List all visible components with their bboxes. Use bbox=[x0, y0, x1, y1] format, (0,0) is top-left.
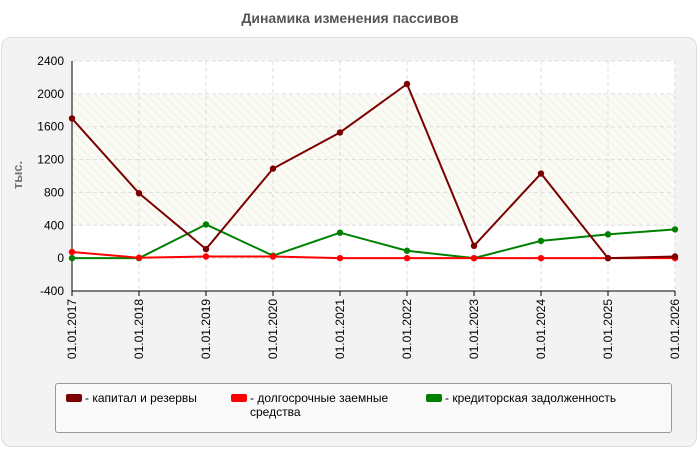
x-tick-label: 01.01.2022 bbox=[400, 299, 414, 359]
legend-swatch-longterm-loans bbox=[231, 394, 247, 402]
y-tick-label: 400 bbox=[44, 218, 64, 232]
x-tick-label: 01.01.2017 bbox=[65, 299, 79, 359]
x-tick-label: 01.01.2026 bbox=[668, 299, 682, 359]
x-tick-label: 01.01.2019 bbox=[199, 299, 213, 359]
data-point-0 bbox=[269, 165, 277, 172]
y-tick-label: 0 bbox=[57, 251, 64, 265]
y-tick-label: 1600 bbox=[37, 120, 64, 134]
data-point-2 bbox=[537, 237, 545, 245]
data-point-0 bbox=[604, 254, 612, 262]
data-point-0 bbox=[403, 80, 411, 88]
y-axis-label: тыс. bbox=[10, 161, 25, 189]
y-tick-label: 2000 bbox=[37, 87, 64, 101]
data-point-1 bbox=[470, 254, 478, 262]
x-tick-label: 01.01.2021 bbox=[333, 299, 347, 359]
data-point-2 bbox=[336, 229, 344, 236]
legend-label-payables: - кредиторская задолженность bbox=[445, 391, 617, 405]
data-point-1 bbox=[68, 248, 76, 256]
series-line-1 bbox=[71, 250, 675, 260]
data-point-2 bbox=[604, 231, 612, 238]
data-point-2 bbox=[68, 254, 76, 262]
y-tick-label: -400 bbox=[40, 284, 64, 298]
y-tick-label: 1200 bbox=[37, 153, 64, 167]
y-tick-label: 800 bbox=[44, 185, 64, 199]
legend-label-capital: - капитал и резервы bbox=[85, 391, 197, 405]
x-tick-label: 01.01.2018 bbox=[132, 299, 146, 359]
data-point-2 bbox=[202, 221, 210, 228]
x-tick-label: 01.01.2025 bbox=[601, 299, 615, 359]
data-point-0 bbox=[135, 190, 143, 197]
data-point-1 bbox=[537, 254, 545, 262]
x-tick-label: 01.01.2023 bbox=[467, 299, 481, 359]
data-point-1 bbox=[336, 254, 344, 262]
series-line-2 bbox=[72, 223, 676, 260]
series-line-0 bbox=[71, 83, 676, 260]
data-point-0 bbox=[336, 129, 344, 136]
legend-label-longterm-loans: - долгосрочные заемные средства bbox=[250, 391, 389, 419]
legend-swatch-payables bbox=[426, 394, 442, 402]
chart-title: Динамика изменения пассивов bbox=[241, 10, 459, 26]
data-point-1 bbox=[202, 253, 210, 260]
data-point-0 bbox=[671, 253, 679, 260]
x-tick-label: 01.01.2020 bbox=[266, 299, 280, 359]
data-point-0 bbox=[537, 170, 545, 177]
data-point-2 bbox=[403, 247, 411, 254]
x-tick-label: 01.01.2024 bbox=[534, 299, 548, 359]
legend-swatch-capital bbox=[66, 394, 82, 402]
data-point-0 bbox=[470, 242, 478, 250]
data-point-0 bbox=[202, 245, 210, 253]
data-point-1 bbox=[135, 254, 143, 261]
chart-legend: - капитал и резервы - долгосрочные заемн… bbox=[55, 383, 672, 433]
data-point-0 bbox=[68, 115, 76, 122]
data-point-1 bbox=[403, 254, 411, 262]
data-point-1 bbox=[269, 253, 277, 260]
y-tick-label: 2400 bbox=[37, 54, 64, 68]
data-point-2 bbox=[671, 226, 679, 233]
